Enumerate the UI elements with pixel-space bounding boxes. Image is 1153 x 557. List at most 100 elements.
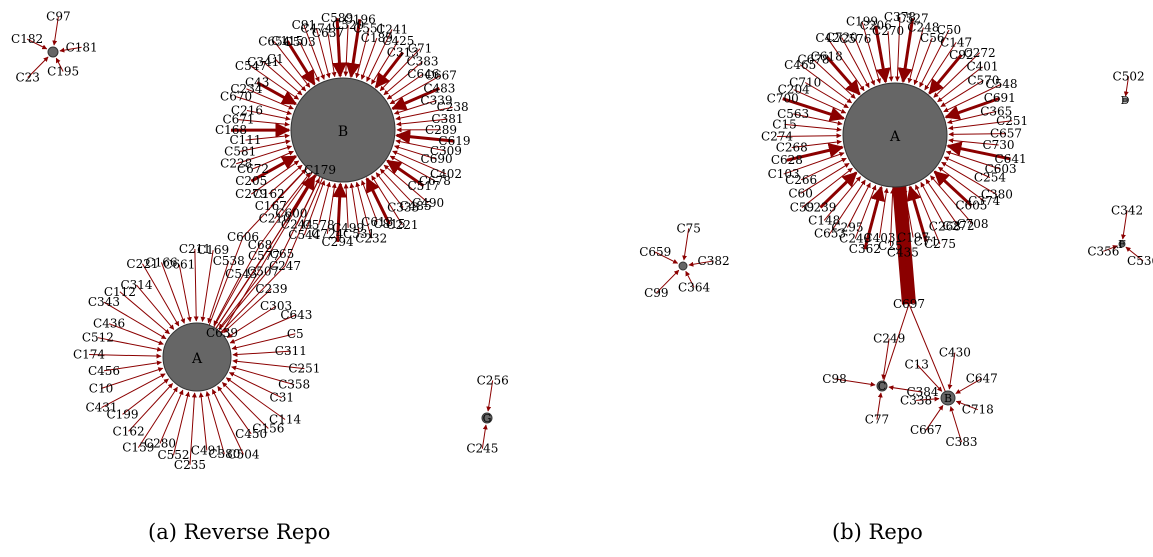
hub-node-B xyxy=(290,77,396,183)
node-label: C5 xyxy=(287,327,304,341)
node-label: C485 xyxy=(399,199,431,213)
node-label: C268 xyxy=(929,219,961,233)
edge xyxy=(481,424,488,449)
edges-a xyxy=(26,16,494,465)
node-label: C667 xyxy=(425,68,457,82)
edge xyxy=(238,119,290,127)
edge xyxy=(894,17,901,82)
edge xyxy=(386,159,425,188)
edge xyxy=(343,25,349,77)
edge xyxy=(834,378,876,387)
node-label: C156 xyxy=(252,422,284,436)
edge xyxy=(685,270,695,288)
node-label: C199 xyxy=(846,15,878,29)
node-label: C303 xyxy=(260,299,292,313)
node-label: C520 xyxy=(332,18,364,32)
node-label: C576 xyxy=(839,32,871,46)
edge xyxy=(231,333,296,351)
edge xyxy=(948,120,1013,131)
edge xyxy=(366,29,393,82)
hub-node-B xyxy=(940,390,956,406)
edge xyxy=(270,168,307,207)
edge xyxy=(136,284,175,330)
edge xyxy=(142,263,180,327)
node-label: C275 xyxy=(924,237,956,251)
node-label: C362 xyxy=(849,242,881,256)
edge xyxy=(232,358,305,370)
edge xyxy=(799,64,853,104)
node-label: C159 xyxy=(122,441,154,455)
edge xyxy=(303,180,326,236)
node-label: C56 xyxy=(920,31,944,45)
node-label: C527 xyxy=(897,11,929,25)
node-label: C456 xyxy=(88,364,120,378)
node-label: C600 xyxy=(275,206,307,220)
edge xyxy=(119,291,170,335)
node-label: C504 xyxy=(227,448,259,462)
node-label: C605 xyxy=(955,199,987,213)
edge xyxy=(887,31,894,82)
node-label: C589 xyxy=(321,11,353,25)
caption-reverse-repo: (a) Reverse Repo xyxy=(148,520,331,544)
node-label: C678 xyxy=(419,174,451,188)
node-label: C724 xyxy=(311,227,343,241)
node-label: C570 xyxy=(967,73,999,87)
node-label: C517 xyxy=(408,179,440,193)
node-label: C205 xyxy=(235,174,267,188)
edge xyxy=(374,51,405,89)
node-label: C238 xyxy=(437,100,469,114)
edge xyxy=(947,352,956,390)
edge xyxy=(222,382,269,429)
edge xyxy=(213,273,242,326)
node-label: C815 xyxy=(373,217,405,231)
node-label: C531 xyxy=(343,227,375,241)
node-label: C71 xyxy=(914,235,938,249)
node-label: C182 xyxy=(11,32,43,46)
node-label: C543 xyxy=(225,267,257,281)
edge xyxy=(919,29,950,88)
edge xyxy=(108,323,164,345)
edge xyxy=(793,89,847,114)
node-label: C239 xyxy=(804,200,836,214)
node-label: C169 xyxy=(197,243,229,257)
node-label: C272 xyxy=(942,219,974,233)
edge xyxy=(941,161,998,195)
node-label: C678 xyxy=(797,53,829,67)
node-label: C235 xyxy=(174,458,206,472)
node-label: C92 xyxy=(949,48,973,62)
edge xyxy=(207,260,230,324)
edge xyxy=(819,171,858,209)
node-label: C581 xyxy=(224,144,256,158)
edge xyxy=(379,168,416,207)
edge xyxy=(235,96,292,115)
node-label: C221 xyxy=(126,257,158,271)
edge xyxy=(395,106,453,121)
hub-label: G xyxy=(483,412,492,425)
edge xyxy=(173,391,191,456)
edge xyxy=(303,24,325,80)
node-label: C256 xyxy=(477,373,509,387)
edge xyxy=(331,18,347,78)
node-label: C206 xyxy=(860,19,892,33)
edge xyxy=(250,65,300,100)
node-label: C364 xyxy=(678,280,710,294)
node-label: C380 xyxy=(208,447,240,461)
node-label: C720 xyxy=(826,31,858,45)
edge xyxy=(274,58,307,92)
edge xyxy=(246,109,291,121)
node-label: C425 xyxy=(382,34,414,48)
edge xyxy=(383,61,423,96)
labels-b: C697C527C248C56C50C147C92C272C401C570C54… xyxy=(639,10,1153,449)
edge xyxy=(854,184,877,239)
bridge-label: C68 xyxy=(248,238,272,252)
node-label: C189 xyxy=(361,31,393,45)
node-label: C249 xyxy=(873,332,905,346)
node-label: C42 xyxy=(815,31,839,45)
node-label: C670 xyxy=(220,90,252,104)
edge xyxy=(863,185,886,250)
edge xyxy=(103,360,162,372)
node-label: C115 xyxy=(271,34,303,48)
node-label: C661 xyxy=(163,258,195,272)
node-label: C643 xyxy=(280,308,312,322)
edge xyxy=(933,170,973,207)
